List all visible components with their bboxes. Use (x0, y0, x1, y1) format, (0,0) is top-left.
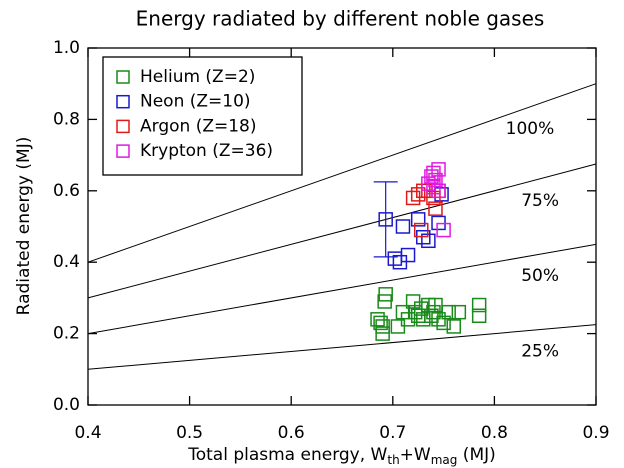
point (431, 183, 446, 199)
point (471, 297, 487, 313)
reference-label: 50% (521, 266, 559, 286)
legend-swatch (116, 144, 130, 158)
point (426, 179, 441, 195)
point (451, 304, 467, 320)
x-tick-label: 0.4 (74, 423, 101, 443)
point (378, 212, 393, 227)
x-axis-label-part: Total plasma energy, W (187, 445, 387, 465)
x-tick-label: 0.8 (481, 423, 508, 443)
point (446, 319, 462, 334)
legend-label: Neon (Z=10) (140, 92, 251, 112)
legend-label: Krypton (Z=36) (140, 141, 273, 161)
plot-frame (87, 47, 597, 406)
point (387, 251, 403, 266)
point (471, 308, 487, 323)
point (436, 222, 451, 238)
point (373, 315, 388, 331)
x-tick-label: 0.5 (176, 423, 203, 443)
y-tick-label: 0.6 (53, 181, 80, 201)
y-tick-label: 0.0 (53, 395, 80, 415)
y-tick-label: 0.8 (53, 109, 80, 129)
point (431, 162, 446, 177)
y-tick-label: 0.2 (53, 324, 80, 344)
point (428, 201, 443, 216)
legend-swatch (116, 70, 130, 84)
reference-label: 100% (506, 119, 555, 139)
reference-line (87, 163, 597, 299)
legend-swatch (116, 119, 130, 134)
x-axis-label-part: mag (431, 453, 458, 467)
legend-label: Argon (Z=18) (140, 116, 256, 136)
y-axis-label: Radiated energy (MJ) (14, 137, 34, 316)
x-tick-label: 0.6 (278, 423, 305, 443)
x-tick-label: 0.7 (379, 423, 406, 443)
point (410, 187, 426, 202)
legend-label: Helium (Z=2) (140, 67, 255, 87)
x-axis-label-part: (MJ) (457, 445, 495, 465)
point (413, 222, 429, 238)
reference-line (87, 83, 597, 263)
point (436, 315, 451, 331)
point (441, 304, 456, 320)
y-tick-label: 0.4 (53, 252, 80, 272)
point (378, 287, 393, 302)
point (395, 219, 411, 234)
point (400, 247, 416, 263)
x-axis-label-part: +W (400, 445, 431, 465)
legend-swatch (116, 94, 130, 109)
point (375, 319, 390, 334)
y-tick-label: 1.0 (53, 38, 80, 58)
point (410, 212, 426, 227)
reference-line (87, 243, 597, 335)
x-axis-label-part: th (387, 453, 399, 467)
x-tick-label: 0.9 (582, 423, 609, 443)
reference-label: 25% (521, 342, 559, 362)
legend-box (102, 56, 303, 176)
chart-title: Energy radiated by different noble gases (136, 7, 545, 31)
reference-line (87, 324, 597, 370)
reference-label: 75% (521, 191, 559, 211)
x-axis-label: Total plasma energy, Wth+Wmag (MJ) (187, 445, 496, 467)
